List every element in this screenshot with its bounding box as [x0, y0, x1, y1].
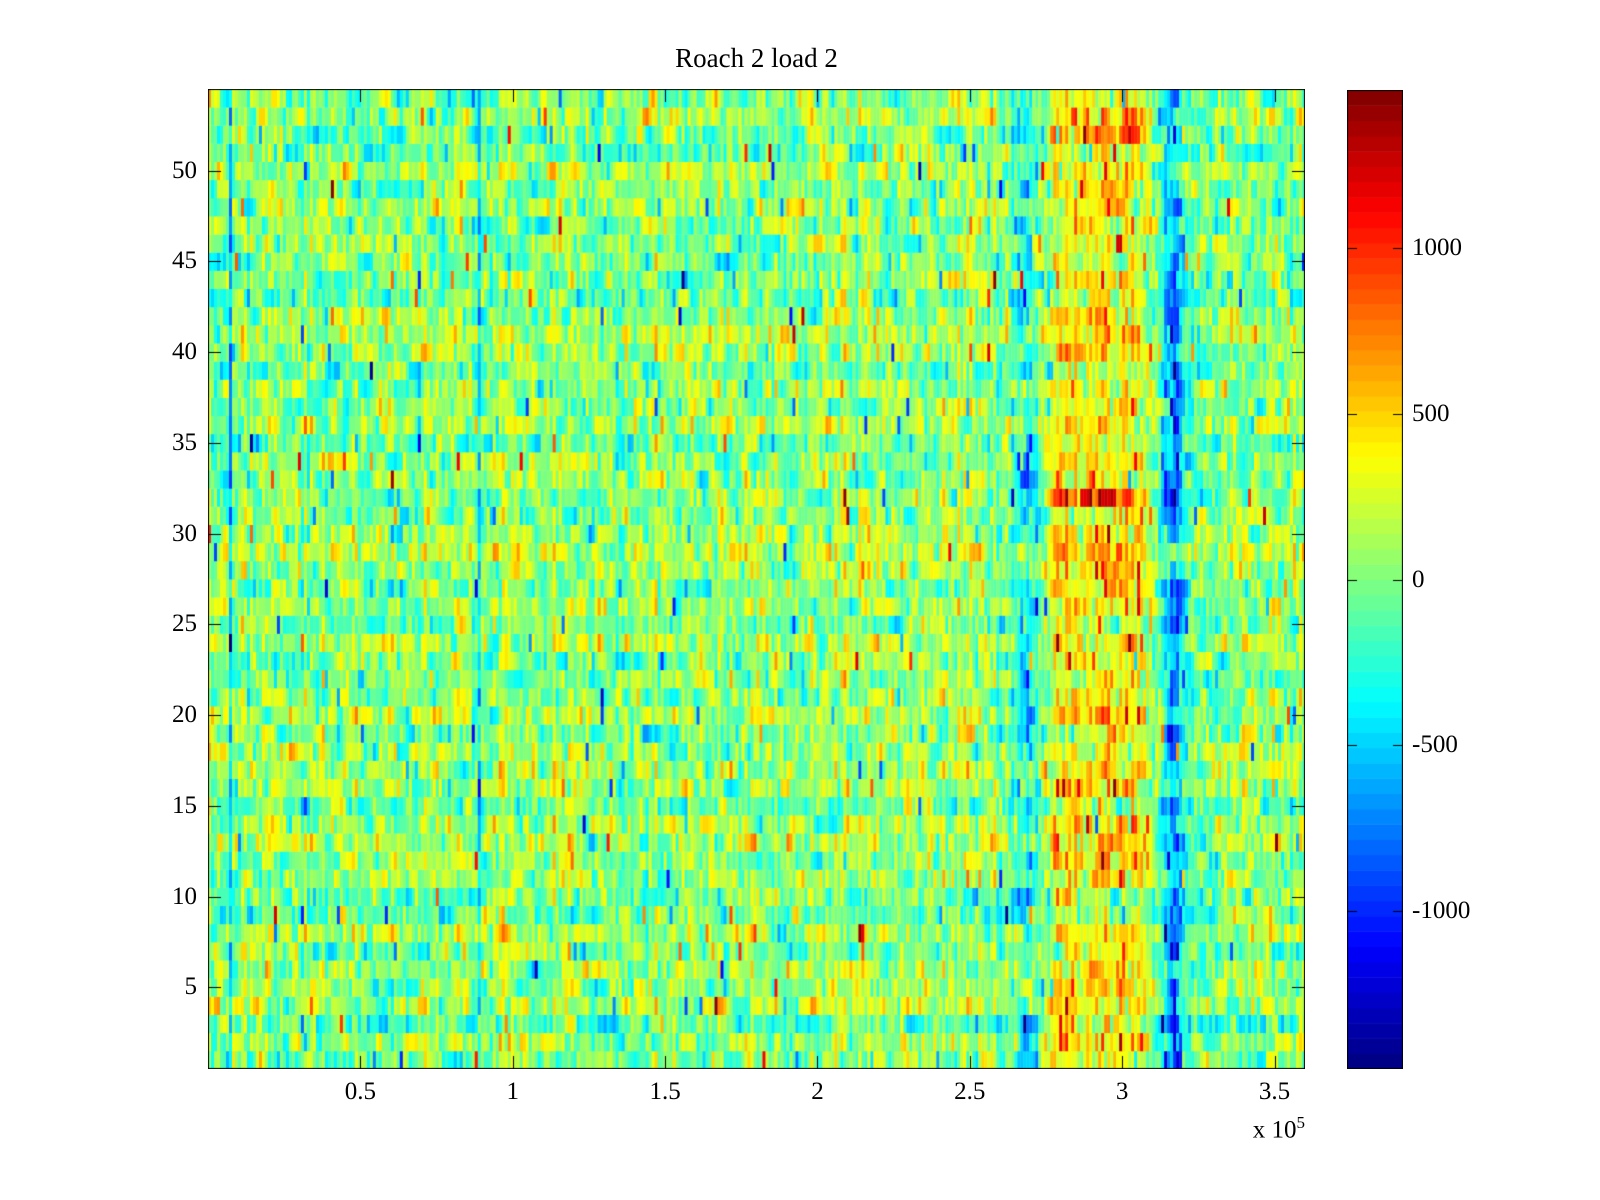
chart-title: Roach 2 load 2 — [675, 43, 838, 73]
y-axis-tick-label: 25 — [172, 610, 197, 638]
colorbar-tick-label: 500 — [1412, 399, 1450, 427]
y-axis-tick-label: 10 — [172, 882, 197, 910]
colorbar-tick-label: 0 — [1412, 565, 1425, 593]
x-axis-tick-label: 2 — [811, 1078, 824, 1105]
x-axis-multiplier: x 105 — [1252, 1106, 1306, 1144]
y-axis-tick-label: 35 — [172, 428, 197, 456]
x-axis-tick-label: 0.5 — [344, 1078, 376, 1105]
colorbar-tick-label: -500 — [1412, 731, 1458, 759]
y-axis-tick-label: 40 — [172, 338, 197, 366]
y-axis-tick-label: 5 — [184, 973, 198, 1001]
colorbar-canvas — [1347, 90, 1403, 1069]
x-axis-tick-label: 1.5 — [649, 1078, 681, 1105]
y-axis-tick-label: 15 — [172, 791, 197, 819]
colorbar-tick-label: 1000 — [1412, 233, 1462, 261]
x-axis-multiplier-exponent: 5 — [1296, 1113, 1306, 1132]
heatmap-canvas — [208, 89, 1305, 1069]
y-axis-tick-label: 30 — [172, 519, 197, 547]
y-axis-tick-label: 20 — [172, 701, 197, 729]
y-axis-tick-label: 50 — [172, 156, 197, 184]
y-axis-tick-label: 45 — [172, 247, 197, 275]
x-axis-tick-label: 3 — [1115, 1078, 1129, 1105]
x-axis-tick-label: 1 — [506, 1078, 519, 1105]
x-axis-tick-label: 3.5 — [1258, 1078, 1291, 1105]
colorbar-tick-label: -1000 — [1412, 897, 1471, 925]
x-axis-multiplier-base: x 10 — [1252, 1116, 1297, 1144]
x-axis-tick-label: 2.5 — [954, 1078, 986, 1105]
